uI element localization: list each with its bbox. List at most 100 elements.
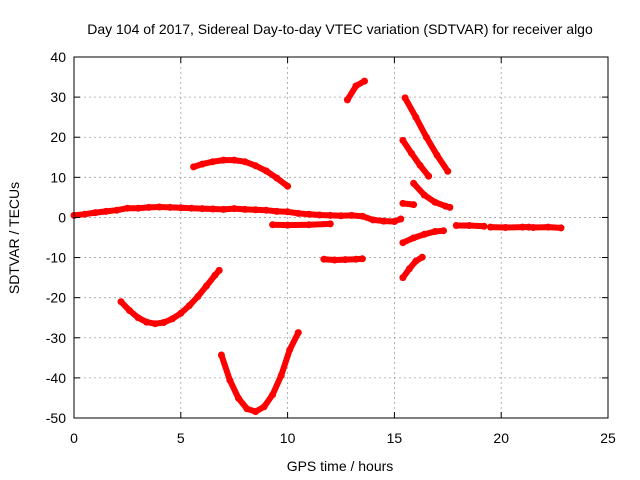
data-point-15-0 [529,224,537,231]
x-tick-label-3: 15 [387,430,403,446]
data-series-8 [399,137,432,180]
data-point-0-26 [348,211,356,219]
data-point-14-0 [487,223,494,231]
data-point-3-8 [286,346,294,354]
data-point-7-0 [401,94,409,102]
data-point-8-0 [399,136,407,144]
data-point-8-2 [416,161,424,169]
data-point-1-3 [220,156,227,164]
data-point-1-1 [198,160,206,168]
data-point-2-4 [151,320,159,328]
data-point-13-2 [480,222,488,230]
data-point-4-1 [284,221,292,229]
data-point-14-2 [519,223,527,231]
data-point-0-30 [390,218,398,225]
data-point-7-3 [433,151,441,159]
data-point-6-2 [361,77,368,85]
data-series-3 [218,329,302,415]
y-tick-label-9: 40 [50,49,66,65]
data-point-10-1 [420,191,428,199]
data-point-7-1 [412,113,420,121]
data-point-3-7 [277,372,285,379]
data-point-3-6 [269,391,277,399]
data-point-0-28 [369,216,377,224]
data-point-0-11 [188,204,195,212]
y-tick-label-6: 10 [50,169,66,185]
data-point-0-21 [294,209,302,217]
data-point-0-4 [113,206,121,214]
data-point-3-9 [294,329,302,337]
data-point-2-2 [134,314,142,322]
y-tick-label-4: -10 [46,250,66,266]
data-point-1-4 [230,156,238,164]
data-point-10-2 [431,198,439,206]
data-point-0-13 [209,205,217,213]
plot-frame [73,56,609,419]
data-point-0-25 [337,212,345,220]
y-tick-label-2: -30 [46,330,66,346]
y-tick-label-3: -20 [46,290,66,306]
y-tick-label-5: 0 [58,209,66,225]
data-point-0-9 [166,203,174,211]
data-point-0-3 [102,207,110,215]
data-series-12 [399,254,426,281]
data-point-4-2 [305,221,313,229]
data-point-0-18 [262,206,270,214]
y-tick-label-1: -40 [46,370,66,386]
data-point-5-3 [352,255,360,263]
data-point-11-2 [420,230,428,238]
data-point-0-8 [155,203,163,211]
data-point-1-9 [284,182,292,190]
data-point-6-1 [352,82,360,90]
data-point-5-0 [320,255,328,263]
ticks: 0 5 10 15 20 25 -50 -40 -30 -20 -10 0 10 20 30 40 [46,49,616,446]
series-layer [70,77,565,416]
data-point-4-0 [269,221,277,229]
data-point-3-2 [235,394,242,402]
data-point-8-1 [408,149,415,157]
data-point-4-3 [326,220,334,228]
data-point-11-3 [431,228,439,235]
x-tick-label-0: 0 [70,430,78,446]
data-point-11-0 [399,239,407,247]
data-point-11-1 [410,234,418,242]
data-point-15-2 [557,224,565,232]
data-point-2-9 [194,293,202,300]
data-point-0-22 [305,210,313,218]
data-point-3-4 [252,408,260,416]
data-point-0-12 [198,205,206,213]
data-point-2-7 [177,309,185,317]
data-point-12-3 [418,253,426,261]
data-point-0-15 [230,205,238,213]
data-point-1-5 [241,158,249,166]
data-point-9-1 [410,201,418,209]
x-tick-label-4: 20 [493,430,509,446]
data-point-0-23 [316,211,324,219]
data-point-5-4 [358,255,366,263]
data-point-9-0 [399,199,407,207]
data-point-12-1 [405,265,413,273]
y-axis-label: SDTVAR / TECUs [6,182,22,294]
data-point-0-17 [252,206,260,214]
data-point-7-4 [444,167,452,175]
y-tick-label-8: 30 [50,89,66,105]
x-tick-label-2: 10 [280,430,296,446]
data-point-12-2 [412,257,420,265]
data-point-10-0 [410,179,418,187]
data-point-2-6 [168,315,176,323]
data-point-1-8 [273,174,281,182]
x-axis-label: GPS time / hours [287,458,394,474]
data-point-0-31 [397,215,405,223]
data-point-2-0 [117,298,125,306]
data-point-0-24 [326,211,334,219]
data-point-2-12 [215,266,223,274]
data-point-2-8 [185,302,193,310]
data-point-13-1 [465,222,473,229]
y-tick-label-0: -50 [46,410,66,426]
data-point-12-0 [399,274,407,282]
data-point-0-7 [145,203,153,211]
data-point-2-3 [143,318,151,326]
data-series-1 [190,157,291,190]
